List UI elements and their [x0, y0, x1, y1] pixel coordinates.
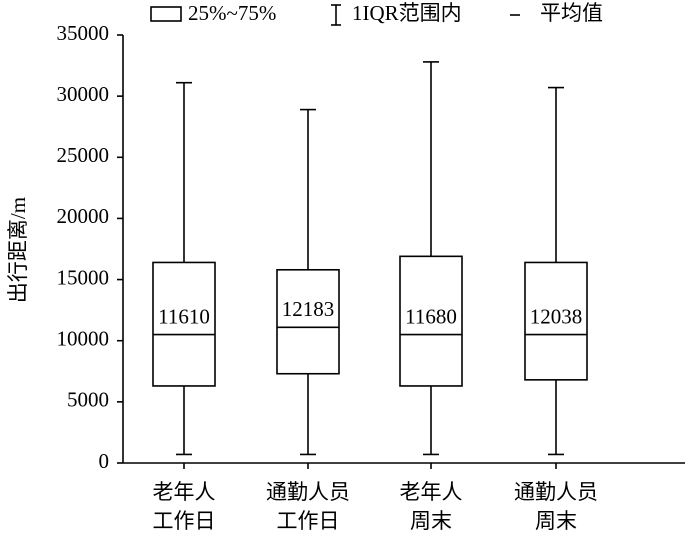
mean-label: 11680	[405, 304, 457, 328]
legend-label: 1IQR范围内	[352, 1, 462, 25]
y-tick-label: 30000	[57, 82, 110, 106]
x-tick-label: 通勤人员	[266, 480, 350, 504]
y-tick-label: 15000	[57, 265, 110, 289]
x-tick-label: 老年人	[153, 480, 216, 504]
box	[399, 255, 463, 387]
x-tick-label: 工作日	[153, 509, 216, 533]
x-tick-label: 周末	[535, 509, 577, 533]
mean-label: 11610	[158, 304, 210, 328]
legend-label: 平均值	[540, 1, 603, 25]
y-tick-label: 25000	[57, 143, 110, 167]
box	[524, 261, 588, 381]
y-tick-label: 20000	[57, 204, 110, 228]
legend-label: 25%~75%	[188, 1, 276, 25]
y-axis-label: 出行距离/m	[6, 197, 30, 303]
legend-box-icon	[150, 6, 182, 22]
y-tick-label: 0	[99, 449, 110, 473]
box	[276, 268, 340, 375]
y-tick-label: 10000	[57, 327, 110, 351]
box	[152, 261, 216, 387]
x-tick-label: 周末	[410, 509, 452, 533]
y-tick-label: 35000	[57, 21, 110, 45]
mean-label: 12038	[530, 304, 583, 328]
x-tick-label: 老年人	[400, 480, 463, 504]
y-tick-label: 5000	[67, 388, 109, 412]
x-tick-label: 工作日	[277, 509, 340, 533]
mean-label: 12183	[282, 297, 335, 321]
x-tick-label: 通勤人员	[514, 480, 598, 504]
